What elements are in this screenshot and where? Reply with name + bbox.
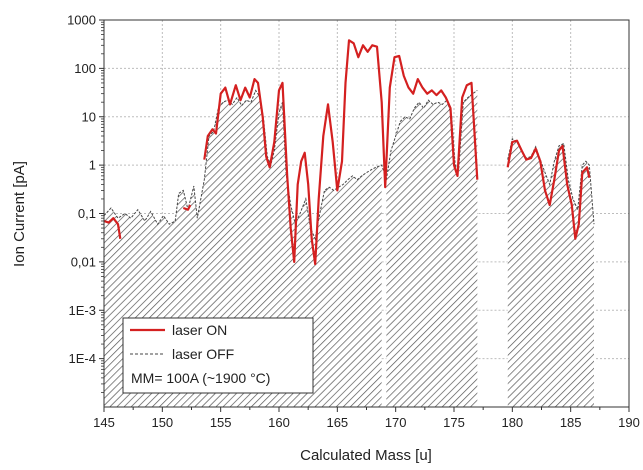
- y-tick-label: 100: [74, 61, 96, 76]
- x-tick-label: 180: [501, 415, 523, 430]
- x-tick-label: 185: [560, 415, 582, 430]
- x-axis-label: Calculated Mass [u]: [300, 447, 432, 464]
- hatch-gap: [381, 20, 387, 407]
- x-tick-label: 145: [93, 415, 115, 430]
- y-axis: 1E-4 1E-3 0,01 0,1 1 10 100 1000: [67, 13, 104, 393]
- y-tick-label: 1000: [67, 13, 96, 28]
- x-tick-label: 165: [326, 415, 348, 430]
- y-tick-label: 10: [82, 109, 96, 124]
- legend: laser ON laser OFF MM= 100A (~1900 °C): [122, 317, 314, 394]
- y-tick-label: 1E-3: [69, 303, 96, 318]
- legend-note: MM= 100A (~1900 °C): [131, 370, 270, 386]
- legend-label-laser-on: laser ON: [172, 322, 227, 338]
- series-line-laser-on: [203, 39, 479, 266]
- x-tick-label: 170: [385, 415, 407, 430]
- y-tick-label: 0,1: [78, 206, 96, 221]
- series-line-laser-on: [506, 139, 591, 240]
- series-line-laser-off: [104, 89, 478, 241]
- y-tick-label: 0,01: [71, 254, 96, 269]
- x-tick-label: 160: [268, 415, 290, 430]
- x-axis: 145 150 155 160 165 170 175 180 185 190: [93, 407, 640, 430]
- series-line-laser-on: [104, 217, 122, 239]
- x-tick-label: 175: [443, 415, 465, 430]
- x-tick-label: 155: [210, 415, 232, 430]
- x-tick-label: 150: [151, 415, 173, 430]
- y-tick-label: 1: [89, 158, 96, 173]
- series-lines: [104, 39, 595, 266]
- y-axis-label: Ion Current [pA]: [11, 161, 28, 267]
- x-tick-label: 190: [618, 415, 640, 430]
- y-tick-label: 1E-4: [69, 351, 96, 366]
- series-line-laser-on: [182, 204, 192, 211]
- legend-label-laser-off: laser OFF: [172, 346, 234, 362]
